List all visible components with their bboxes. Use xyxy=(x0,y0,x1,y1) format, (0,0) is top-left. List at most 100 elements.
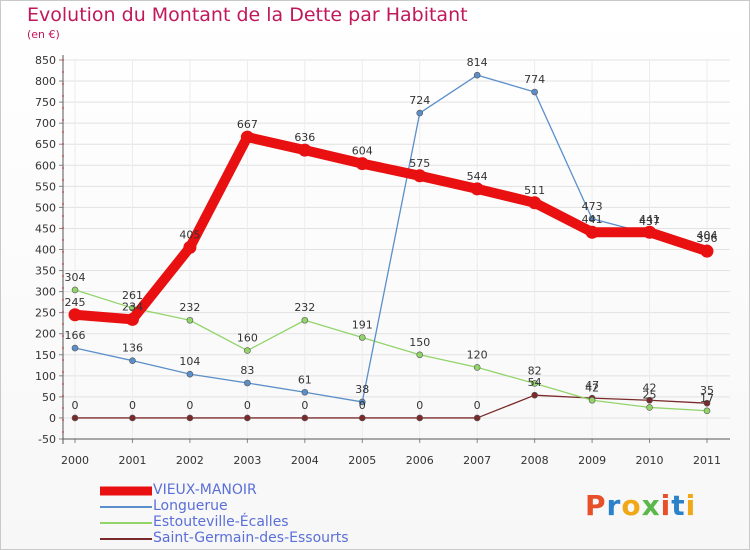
x-tick-label: 2004 xyxy=(291,454,319,467)
x-tick-label: 2001 xyxy=(118,454,146,467)
data-label: 38 xyxy=(355,383,369,396)
proxiti-logo: Proxiti xyxy=(585,489,697,522)
data-point xyxy=(71,414,79,422)
data-point xyxy=(129,357,136,364)
data-label: 0 xyxy=(474,399,481,412)
data-label: 0 xyxy=(129,399,136,412)
data-label: 441 xyxy=(639,213,660,226)
y-tick-label: 100 xyxy=(35,370,56,383)
data-label: 42 xyxy=(643,381,657,394)
data-point xyxy=(470,182,484,196)
y-tick-label: 650 xyxy=(35,138,56,151)
data-label: 544 xyxy=(467,170,488,183)
y-tick-label: 400 xyxy=(35,244,56,257)
legend-label: Estouteville-Écalles xyxy=(153,514,289,530)
data-point xyxy=(244,414,251,422)
data-label: 0 xyxy=(244,399,251,412)
data-label: 232 xyxy=(179,301,200,314)
data-point xyxy=(646,404,653,411)
data-label: 774 xyxy=(524,73,545,86)
data-point xyxy=(129,414,136,422)
y-tick-label: 300 xyxy=(35,286,56,299)
data-point xyxy=(473,414,481,422)
data-point xyxy=(186,414,194,422)
x-tick-label: 2010 xyxy=(636,454,664,467)
legend-swatch-vieux-manoir xyxy=(100,486,152,496)
y-tick-label: 150 xyxy=(35,349,56,362)
data-point xyxy=(183,240,197,254)
data-label: 575 xyxy=(409,157,430,170)
data-label: 150 xyxy=(409,336,430,349)
data-point xyxy=(71,286,79,294)
data-label: 0 xyxy=(186,399,193,412)
data-point xyxy=(301,316,309,324)
data-point xyxy=(416,414,424,422)
data-label: 120 xyxy=(467,348,488,361)
data-label: 261 xyxy=(122,289,143,302)
data-point xyxy=(355,157,369,171)
data-label: 232 xyxy=(294,301,315,314)
y-tick-label: 250 xyxy=(35,307,56,320)
data-label: 0 xyxy=(301,399,308,412)
legend-label: VIEUX-MANOIR xyxy=(153,482,257,498)
y-tick-label: 550 xyxy=(35,180,56,193)
data-label: 234 xyxy=(122,300,143,313)
chart-subtitle: (en €) xyxy=(27,28,60,41)
data-point xyxy=(244,347,251,354)
data-point xyxy=(358,398,366,406)
data-point xyxy=(531,391,538,399)
data-label: 604 xyxy=(352,145,373,158)
y-tick-label: 750 xyxy=(35,96,56,109)
y-tick-label: 200 xyxy=(35,328,56,341)
data-label: 814 xyxy=(467,56,488,69)
data-point xyxy=(301,414,309,422)
data-label: 636 xyxy=(294,131,315,144)
data-label: 25 xyxy=(643,388,657,401)
data-point xyxy=(473,364,481,371)
legend-label: Saint-Germain-des-Essourts xyxy=(153,530,349,546)
data-label: 191 xyxy=(352,319,373,332)
y-tick-label: 500 xyxy=(35,201,56,214)
data-point xyxy=(125,312,139,326)
x-tick-label: 2006 xyxy=(406,454,434,467)
data-label: 511 xyxy=(524,184,545,197)
x-tick-label: 2009 xyxy=(578,454,606,467)
data-label: 405 xyxy=(179,228,200,241)
data-point xyxy=(703,407,711,415)
x-tick-label: 2007 xyxy=(463,454,491,467)
data-point xyxy=(413,169,427,183)
data-label: 35 xyxy=(700,384,714,397)
y-tick-label: -50 xyxy=(38,433,56,446)
legend-swatch-estouteville xyxy=(100,522,152,524)
y-tick-label: 850 xyxy=(35,54,56,67)
data-point xyxy=(703,399,711,407)
y-tick-label: 600 xyxy=(35,159,56,172)
data-label: 0 xyxy=(359,399,366,412)
data-point xyxy=(585,225,599,239)
data-point xyxy=(588,396,596,404)
data-label: 396 xyxy=(697,232,718,245)
data-point xyxy=(301,388,309,396)
x-tick-label: 2003 xyxy=(233,454,261,467)
x-tick-label: 2000 xyxy=(61,454,89,467)
series-line-2 xyxy=(74,289,708,412)
y-tick-label: 700 xyxy=(35,117,56,130)
chart-title: Evolution du Montant de la Dette par Hab… xyxy=(27,4,468,26)
y-tick-label: 450 xyxy=(35,222,56,235)
data-label: 0 xyxy=(416,399,423,412)
data-point xyxy=(186,316,194,324)
x-tick-label: 2011 xyxy=(693,454,721,467)
data-label: 404 xyxy=(697,229,718,242)
data-point xyxy=(186,370,194,378)
data-point xyxy=(68,308,82,322)
data-point xyxy=(358,334,366,341)
data-label: 667 xyxy=(237,118,258,131)
series-line-0 xyxy=(70,132,712,325)
data-label: 437 xyxy=(639,215,660,228)
data-point xyxy=(244,379,251,387)
data-label: 245 xyxy=(65,296,86,309)
data-point xyxy=(416,109,424,117)
series-line-3 xyxy=(74,394,708,419)
